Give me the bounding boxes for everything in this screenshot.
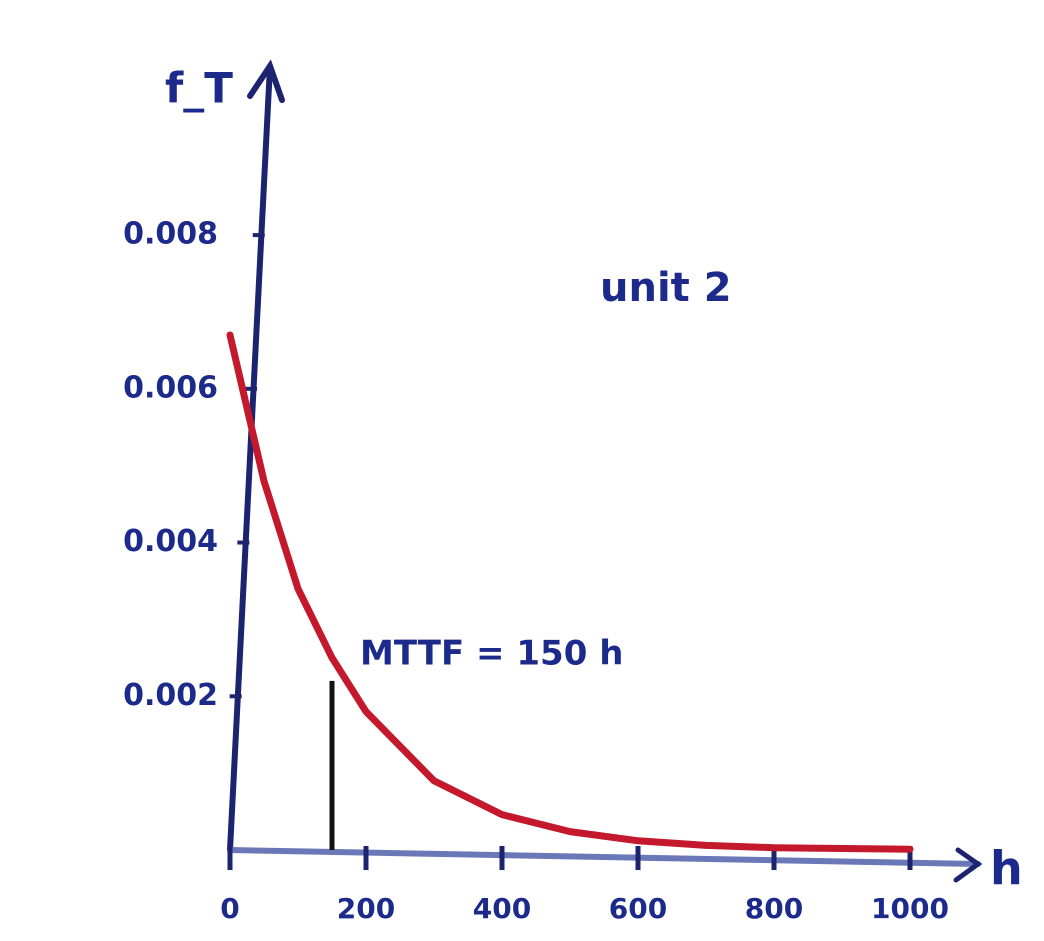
y-axis [230,66,270,850]
annotation: unit 2 [600,265,732,311]
y-axis-label: f_T [165,64,233,113]
x-axis-label: h [990,842,1023,896]
page: unit 2 MTTF = 150 h h f_T 0.002 0.004 0.006 0… [0,0,1044,941]
x-tick-label: 0 [220,892,239,925]
y-tick-label: 0.008 [123,217,218,252]
y-tick-label: 0.004 [123,524,218,559]
chart: unit 2 MTTF = 150 h h f_T 0.002 0.004 0.006 0… [0,0,1044,941]
x-tick-label: 200 [337,892,395,925]
y-tick-label: 0.002 [123,678,218,713]
x-tick-label: 400 [473,892,531,925]
x-tick-label: 600 [609,892,667,925]
y-tick-label: 0.006 [123,370,218,405]
annotation: MTTF = 150 h [360,634,623,674]
x-tick-label: 1000 [871,892,949,925]
x-tick-label: 800 [745,892,803,925]
